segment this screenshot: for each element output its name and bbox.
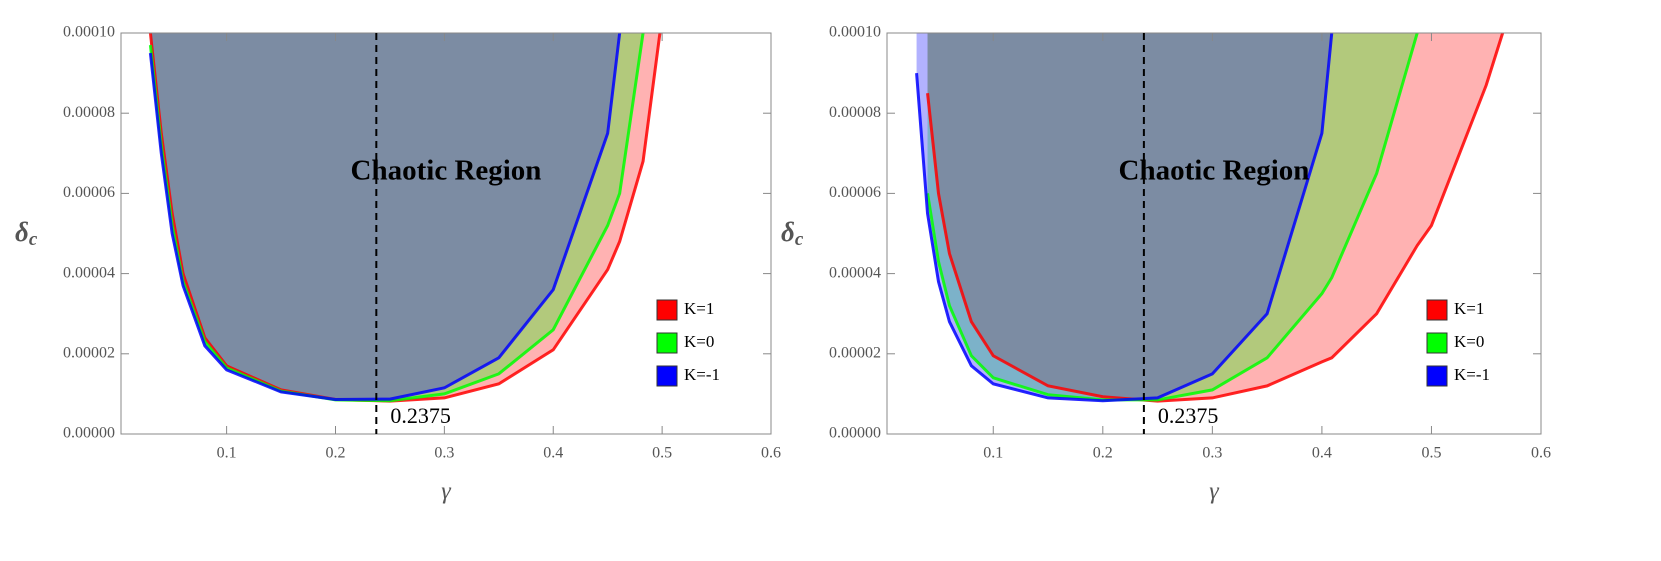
- panel: 0.1 0.2 0.3 0.4 0.5 0.6 0.00000 0.00002 0.00004 0…: [781, 24, 1551, 505]
- legend-label: K=0: [1454, 332, 1484, 351]
- y-tick-label: 0.00010: [829, 24, 881, 41]
- region-fill: [150, 33, 660, 402]
- reference-label: 0.2375: [1158, 403, 1219, 428]
- boundary-line: [926, 32, 1505, 403]
- annotation: Chaotic Region: [1119, 155, 1310, 187]
- x-tick-label: 0.5: [652, 445, 672, 462]
- x-tick-label: 0.6: [1531, 445, 1551, 462]
- reference-label: 0.2375: [390, 403, 451, 428]
- y-tick-label: 0.00004: [829, 264, 881, 281]
- y-axis-label-subscript: c: [29, 229, 38, 250]
- region-fill: [927, 33, 1418, 400]
- legend-label: K=-1: [684, 365, 720, 384]
- region-fill: [927, 33, 1503, 402]
- legend-swatch: [656, 365, 678, 387]
- frame: [120, 32, 772, 435]
- x-axis-label: γ: [441, 479, 451, 505]
- annotation: Chaotic Region: [351, 155, 542, 187]
- y-tick-label: 0.00004: [63, 264, 115, 281]
- y-tick-label: 0.00008: [829, 104, 881, 121]
- legend-label: K=1: [1454, 299, 1484, 318]
- y-axis-label-subscript: c: [795, 229, 804, 250]
- legend-swatch: [1426, 332, 1448, 354]
- region-fill: [916, 33, 1332, 401]
- legend-label: K=-1: [1454, 365, 1490, 384]
- y-tick-label: 0.00000: [63, 425, 115, 442]
- x-tick-label: 0.1: [983, 445, 1003, 462]
- panel: 0.1 0.2 0.3 0.4 0.5 0.6 0.00000 0.00002 0.00004 0…: [15, 24, 781, 505]
- legend-label: K=1: [684, 299, 714, 318]
- legend-label: K=0: [684, 332, 714, 351]
- x-axis-label: γ: [1209, 479, 1219, 505]
- y-axis-label-symbol: δ: [781, 217, 795, 247]
- y-tick-label: 0.00002: [829, 344, 881, 361]
- boundary-line: [148, 32, 622, 402]
- frame: [886, 32, 1542, 435]
- legend-swatch: [656, 332, 678, 354]
- x-tick-label: 0.3: [434, 445, 454, 462]
- y-tick-label: 0.00006: [63, 184, 115, 201]
- y-axis-label: δc: [781, 217, 804, 250]
- legend-swatch: [1426, 365, 1448, 387]
- legend-swatch: [656, 299, 678, 321]
- x-tick-label: 0.2: [325, 445, 345, 462]
- legend-swatch: [1426, 299, 1448, 321]
- x-tick-label: 0.6: [761, 445, 781, 462]
- y-tick-label: 0.00002: [63, 344, 115, 361]
- boundary-line: [915, 32, 1334, 403]
- y-tick-label: 0.00008: [63, 104, 115, 121]
- region-fill: [150, 33, 620, 400]
- y-tick-label: 0.00000: [829, 425, 881, 442]
- x-tick-label: 0.5: [1421, 445, 1441, 462]
- x-tick-label: 0.4: [543, 445, 563, 462]
- x-tick-label: 0.4: [1312, 445, 1332, 462]
- y-axis-label: δc: [15, 217, 38, 250]
- y-tick-label: 0.00006: [829, 184, 881, 201]
- y-tick-label: 0.00010: [63, 24, 115, 41]
- x-tick-label: 0.1: [217, 445, 237, 462]
- y-axis-label-symbol: δ: [15, 217, 29, 247]
- x-tick-label: 0.3: [1202, 445, 1222, 462]
- x-tick-label: 0.2: [1093, 445, 1113, 462]
- region-fill: [150, 33, 644, 401]
